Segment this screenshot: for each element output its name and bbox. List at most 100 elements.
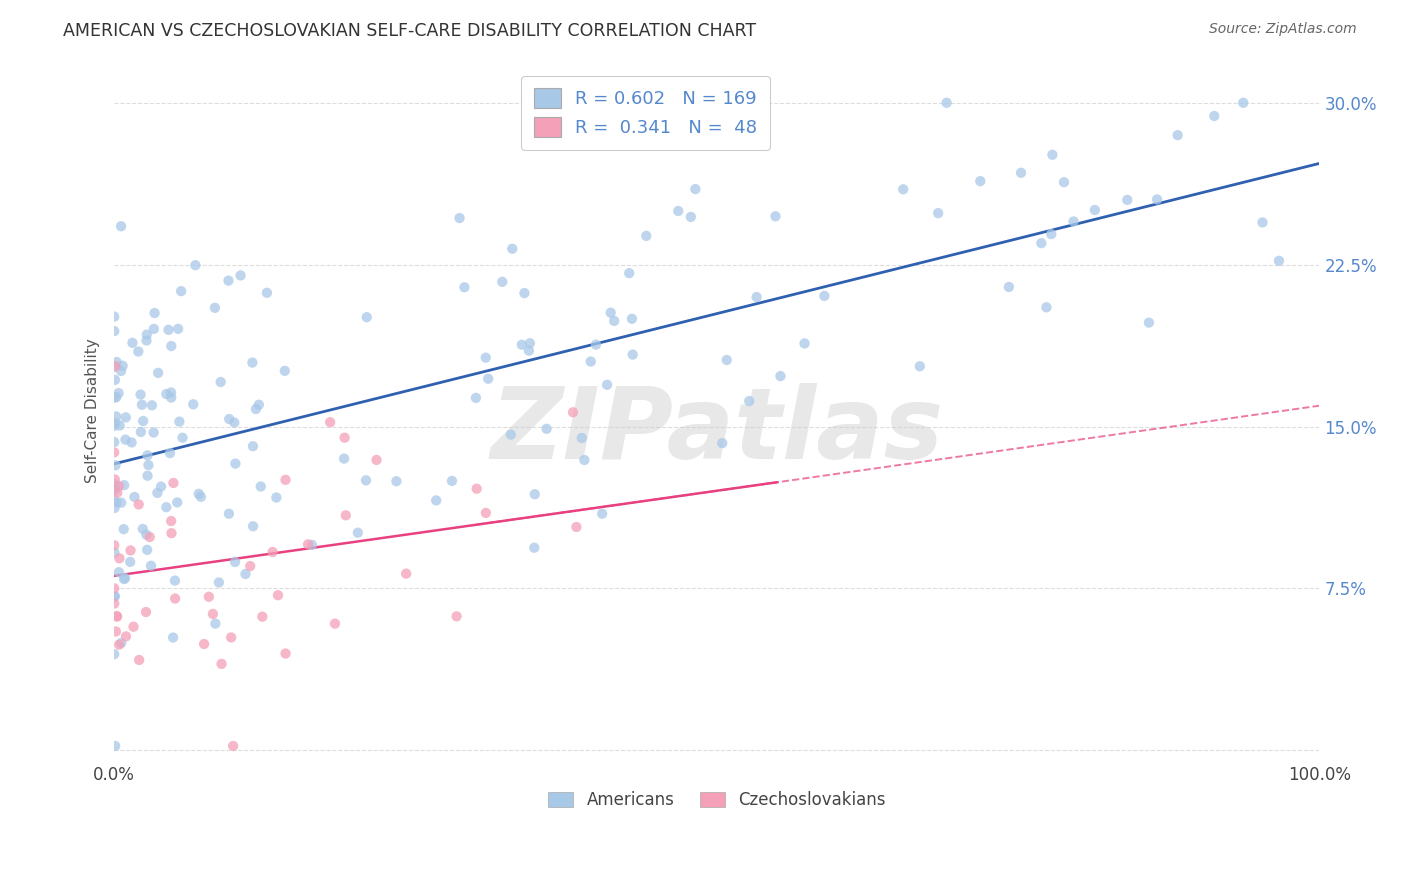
Point — [184, 258, 207, 272]
Point — [110, 364, 132, 378]
Point — [536, 422, 558, 436]
Point — [143, 306, 166, 320]
Point — [122, 620, 145, 634]
Point — [110, 219, 132, 234]
Point — [769, 369, 792, 384]
Point — [105, 609, 128, 624]
Point — [141, 398, 163, 412]
Point — [385, 475, 408, 489]
Point — [1116, 193, 1139, 207]
Point — [446, 609, 468, 624]
Point — [620, 311, 643, 326]
Point — [474, 351, 496, 365]
Point — [104, 359, 127, 374]
Point — [104, 739, 127, 753]
Point — [163, 574, 186, 588]
Point — [235, 566, 257, 581]
Point — [165, 591, 187, 606]
Point — [104, 458, 127, 473]
Point — [666, 204, 689, 219]
Point — [104, 477, 127, 491]
Point — [1063, 214, 1085, 228]
Point — [1040, 227, 1063, 241]
Point — [105, 355, 128, 369]
Point — [579, 354, 602, 368]
Point — [162, 631, 184, 645]
Point — [157, 323, 180, 337]
Point — [127, 344, 149, 359]
Point — [249, 479, 271, 493]
Point — [160, 385, 183, 400]
Point — [274, 364, 297, 378]
Point — [103, 545, 125, 559]
Point — [354, 473, 377, 487]
Point — [190, 490, 212, 504]
Point — [510, 337, 533, 351]
Point — [170, 284, 193, 298]
Point — [172, 431, 194, 445]
Point — [107, 386, 129, 401]
Point — [131, 398, 153, 412]
Point — [103, 391, 125, 405]
Point — [105, 609, 128, 624]
Point — [105, 495, 128, 509]
Point — [121, 435, 143, 450]
Point — [104, 373, 127, 387]
Point — [129, 387, 152, 401]
Point — [464, 391, 486, 405]
Point — [105, 390, 128, 404]
Y-axis label: Self-Care Disability: Self-Care Disability — [86, 338, 100, 483]
Point — [108, 638, 131, 652]
Point — [224, 416, 246, 430]
Point — [160, 339, 183, 353]
Point — [160, 526, 183, 541]
Point — [256, 285, 278, 300]
Point — [104, 473, 127, 487]
Point — [160, 391, 183, 405]
Point — [449, 211, 471, 226]
Point — [738, 394, 761, 409]
Point — [103, 483, 125, 497]
Point — [599, 306, 621, 320]
Point — [297, 537, 319, 551]
Point — [224, 457, 246, 471]
Point — [1084, 202, 1107, 217]
Point — [114, 410, 136, 425]
Point — [222, 739, 245, 753]
Point — [208, 575, 231, 590]
Point — [162, 475, 184, 490]
Point — [619, 266, 641, 280]
Point — [108, 551, 131, 566]
Point — [333, 431, 356, 445]
Point — [571, 431, 593, 445]
Point — [139, 558, 162, 573]
Point — [142, 322, 165, 336]
Point — [621, 348, 644, 362]
Point — [685, 182, 707, 196]
Point — [218, 412, 240, 426]
Point — [596, 377, 619, 392]
Point — [204, 616, 226, 631]
Point — [475, 506, 498, 520]
Point — [142, 425, 165, 440]
Point — [135, 334, 157, 348]
Point — [1268, 253, 1291, 268]
Point — [1232, 95, 1254, 110]
Point — [108, 418, 131, 433]
Point — [103, 418, 125, 433]
Point — [103, 647, 125, 661]
Point — [323, 616, 346, 631]
Point — [121, 335, 143, 350]
Point — [1167, 128, 1189, 143]
Point — [335, 508, 357, 523]
Point — [193, 637, 215, 651]
Point — [128, 653, 150, 667]
Point — [181, 397, 204, 411]
Point — [128, 498, 150, 512]
Point — [129, 425, 152, 439]
Legend: Americans, Czechoslovakians: Americans, Czechoslovakians — [541, 785, 891, 816]
Point — [103, 597, 125, 611]
Point — [136, 542, 159, 557]
Point — [908, 359, 931, 374]
Point — [813, 289, 835, 303]
